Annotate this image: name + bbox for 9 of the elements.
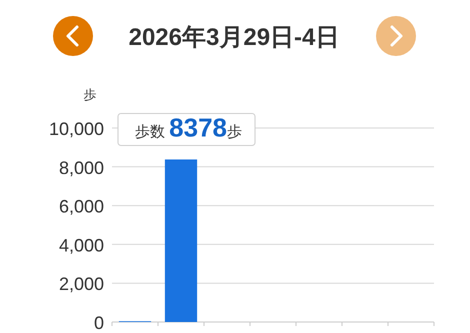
- chart-title: 2026年3月29日-4日: [128, 24, 340, 51]
- y-tick-label: 2,000: [58, 274, 104, 294]
- annotation: 歩数 8378歩: [135, 112, 242, 142]
- y-tick-label: 10,000: [48, 119, 104, 139]
- y-axis-title: 歩: [84, 87, 96, 102]
- y-tick-label: 0: [94, 313, 104, 333]
- y-tick-label: 6,000: [58, 196, 104, 217]
- y-tick-label: 8,000: [58, 158, 104, 178]
- y-tick-label: 4,000: [58, 235, 104, 256]
